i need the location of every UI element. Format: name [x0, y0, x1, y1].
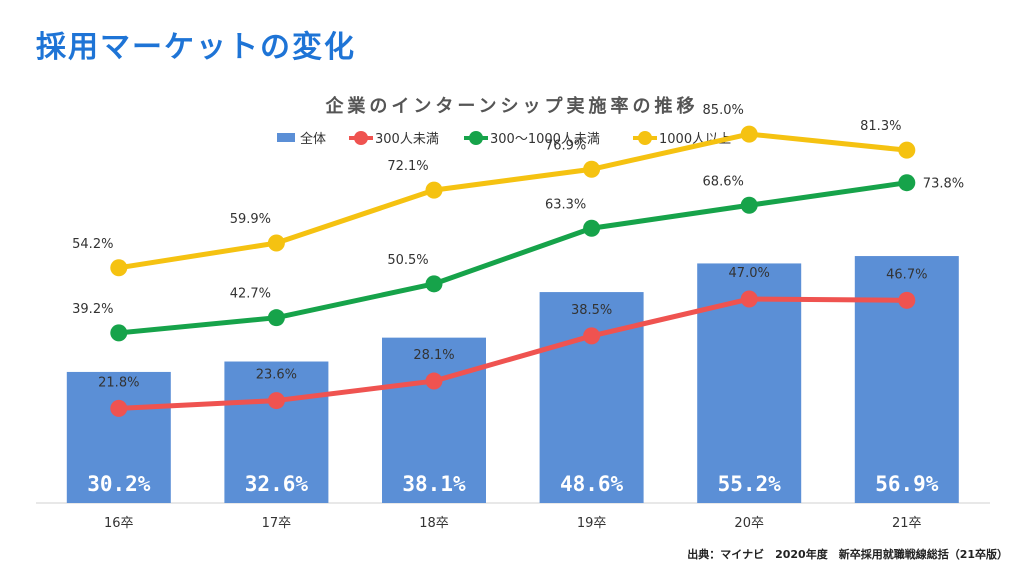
x-tick-label-2: 17卒: [262, 516, 292, 531]
point-s2-6: [898, 174, 916, 192]
data-label-s2-5: 68.6%: [703, 174, 744, 189]
point-s1-1: [110, 399, 128, 417]
x-tick-label-3: 18卒: [419, 516, 449, 531]
point-s3-3: [425, 181, 443, 199]
x-tick-label-6: 21卒: [892, 516, 922, 531]
data-label-s3-3: 72.1%: [387, 159, 428, 174]
point-s2-3: [425, 275, 443, 293]
bar-value-label-1: 30.2%: [87, 472, 151, 496]
bar-value-label-3: 38.1%: [402, 472, 466, 496]
point-s2-4: [583, 219, 601, 237]
data-label-s3-6: 81.3%: [860, 119, 901, 134]
bar-value-label-6: 56.9%: [875, 472, 939, 496]
data-label-s1-6: 46.7%: [886, 267, 927, 282]
data-label-s3-1: 54.2%: [72, 237, 113, 252]
chart-legend: 全体 300人未満 300～1000人未満 1000人以上: [277, 131, 731, 147]
point-s1-4: [583, 327, 601, 345]
point-s3-2: [267, 234, 285, 252]
data-label-s1-2: 23.6%: [256, 368, 297, 383]
series-line-1: [118, 296, 907, 411]
series-line-2: [118, 180, 908, 336]
legend-label-2: 300人未満: [375, 132, 439, 147]
point-s2-5: [740, 196, 758, 214]
source-note: 出典：マイナビ 2020年度 新卒採用就職戦線総括（21卒版）: [687, 548, 1008, 561]
point-s3-5: [740, 125, 758, 143]
data-label-s2-6: 73.8%: [923, 177, 964, 192]
bar-value-label-5: 55.2%: [718, 472, 782, 496]
chart-title: 企業のインターンシップ実施率の推移: [324, 95, 698, 117]
x-tick-label-5: 20卒: [734, 516, 764, 531]
bar-value-label-2: 32.6%: [245, 472, 309, 496]
point-s2-2: [267, 309, 285, 327]
data-label-s1-4: 38.5%: [571, 303, 612, 318]
page-title: 採用マーケットの変化: [36, 30, 356, 65]
legend-marker-2: [354, 131, 368, 145]
point-s1-6: [898, 291, 916, 309]
point-s3-4: [583, 160, 601, 178]
series-line-3: [118, 131, 908, 271]
point-s2-1: [110, 324, 128, 342]
legend-label-1: 全体: [300, 131, 326, 147]
legend-label-3: 300～1000人未満: [490, 132, 600, 147]
legend-marker-3: [469, 131, 483, 145]
data-label-s1-3: 28.1%: [413, 348, 454, 363]
data-label-s3-2: 59.9%: [230, 212, 271, 227]
data-label-s2-1: 39.2%: [72, 302, 113, 317]
bar-18: [382, 337, 486, 503]
data-label-s2-2: 42.7%: [230, 287, 271, 302]
bar-16: [66, 371, 171, 503]
plot-area: 16卒 17卒 18卒 19卒 20卒 21卒 30.2% 32.6% 38.1% 48.6% 55…: [36, 103, 990, 531]
bar-value-label-4: 48.6%: [560, 472, 624, 496]
legend-swatch-1: [277, 133, 295, 142]
point-s3-1: [110, 259, 128, 277]
point-s1-3: [425, 372, 443, 390]
bar-17: [224, 361, 329, 503]
x-tick-label-4: 19卒: [577, 516, 607, 531]
data-label-s1-5: 47.0%: [729, 266, 770, 281]
data-label-s3-5: 85.0%: [703, 103, 744, 118]
x-tick-label-1: 16卒: [104, 516, 134, 531]
point-s3-6: [898, 141, 916, 159]
data-label-s2-3: 50.5%: [387, 253, 428, 268]
data-label-s2-4: 63.3%: [545, 197, 586, 212]
legend-marker-4: [638, 131, 652, 145]
data-label-s3-4: 76.9%: [545, 138, 586, 153]
data-label-s1-1: 21.8%: [98, 375, 139, 390]
point-s1-5: [740, 290, 758, 308]
point-s1-2: [267, 392, 285, 410]
